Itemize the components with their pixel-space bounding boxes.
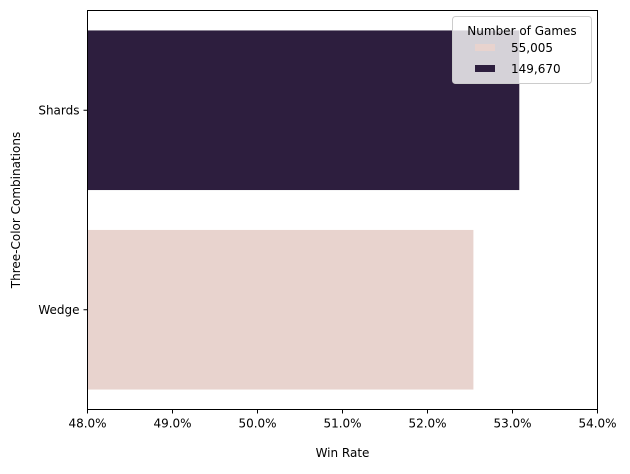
x-tick-label: 49.0% — [153, 417, 191, 431]
legend-title: Number of Games — [467, 24, 576, 38]
ticks-layer: Shards Wedge 48.0% 49.0% 50.0% 51.0% 52.0% 53.0… — [38, 103, 616, 430]
bar-wedge — [87, 229, 474, 390]
bar-shards — [87, 30, 520, 191]
y-axis-label: Three-Color Combinations — [9, 132, 23, 289]
x-tick-label: 48.0% — [68, 417, 106, 431]
y-tick-label-shards: Shards — [38, 103, 79, 117]
bars-layer — [87, 30, 520, 390]
legend-swatch-149670 — [475, 65, 495, 72]
x-tick-label: 50.0% — [238, 417, 276, 431]
x-tick-label: 53.0% — [493, 417, 531, 431]
legend-label-55005: 55,005 — [511, 41, 553, 55]
x-tick-label: 52.0% — [408, 417, 446, 431]
legend-swatch-55005 — [475, 44, 495, 51]
legend-label-149670: 149,670 — [511, 62, 561, 76]
x-tick-label: 54.0% — [578, 417, 616, 431]
legend: Number of Games 55,005 149,670 — [452, 16, 592, 84]
x-axis-label: Win Rate — [316, 446, 370, 460]
x-tick-label: 51.0% — [323, 417, 361, 431]
y-tick-label-wedge: Wedge — [38, 303, 79, 317]
